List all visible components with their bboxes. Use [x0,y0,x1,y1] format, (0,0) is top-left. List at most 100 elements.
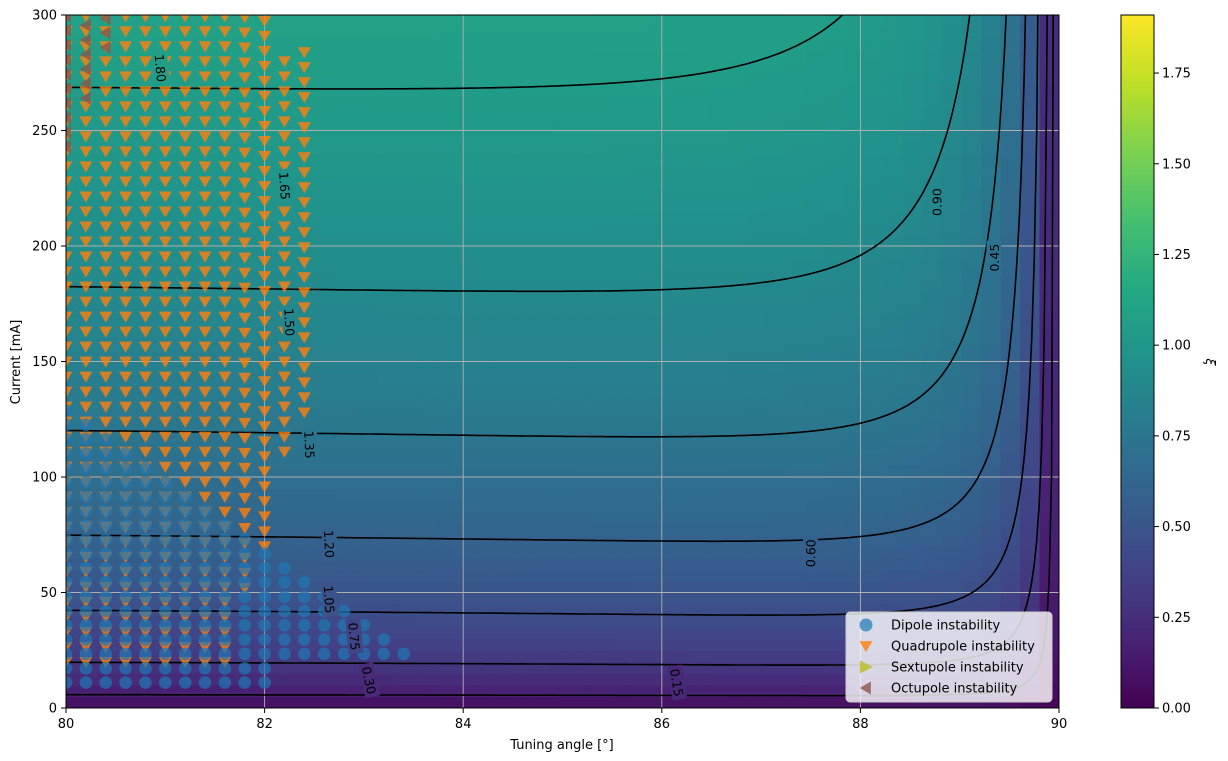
heatmap-cell [572,361,593,374]
heatmap-cell [416,361,437,374]
heatmap-cell [397,407,418,420]
heatmap-cell [825,61,846,74]
quadrupole-marker [178,341,192,353]
heatmap-cell [572,465,593,478]
quadrupole-marker [297,377,311,389]
heatmap-cell [338,511,359,524]
heatmap-cell [864,118,885,132]
quadrupole-marker [141,15,150,23]
heatmap-cell [455,176,476,189]
heatmap-cell [552,142,573,155]
quadrupole-marker [277,356,291,368]
heatmap-cell [358,188,379,201]
heatmap-cell [961,84,982,97]
heatmap-cell [961,534,982,547]
quadrupole-marker [99,161,113,173]
heatmap-cell [630,211,651,224]
dipole-marker [218,633,232,646]
heatmap-cell [864,349,885,363]
heatmap-cell [494,199,515,212]
quadrupole-marker [258,136,272,148]
heatmap-cell [377,661,398,674]
heatmap-cell [513,72,534,85]
heatmap-cell [825,615,846,628]
dipole-marker [218,576,232,589]
heatmap-cell [416,188,437,201]
dipole-marker [99,662,112,675]
heatmap-cell [650,477,671,490]
heatmap-cell [338,523,359,536]
heatmap-cell [864,269,885,282]
dipole-marker [119,576,132,589]
contour-label-bg [301,427,319,462]
heatmap-cell [864,523,885,536]
heatmap-cell [825,465,846,478]
heatmap-cell [338,315,359,328]
heatmap-cell [474,153,495,166]
heatmap-cell [922,488,943,501]
heatmap-cell [513,269,534,282]
heatmap-cell [747,246,768,259]
heatmap-cell [708,246,729,259]
heatmap-cell [552,546,573,559]
heatmap-cell [435,222,457,236]
heatmap-cell [981,511,1002,524]
heatmap-cell [883,419,904,432]
heatmap-cell [572,118,593,132]
heatmap-cell [435,142,457,155]
heatmap-cell [280,488,301,501]
heatmap-cell [689,500,710,513]
heatmap-cell [747,661,768,674]
quadrupole-marker [277,71,291,83]
heatmap-cell [552,638,573,651]
heatmap-cell [533,118,554,132]
heatmap-cell [338,107,359,120]
heatmap-cell [903,557,924,570]
heatmap-cell [611,604,632,617]
quadrupole-marker [66,221,73,233]
quadrupole-marker [138,56,152,68]
quadrupole-marker [66,281,73,293]
heatmap-cell [474,326,495,339]
heatmap-cell [883,511,904,524]
heatmap-cell [435,500,457,513]
heatmap-cell [669,326,690,339]
quadrupole-marker [99,86,113,98]
quadrupole-marker [178,101,192,113]
heatmap-cell [455,61,476,74]
heatmap-cell [494,673,515,686]
dipole-marker [178,547,192,560]
quadrupole-marker [99,221,113,233]
heatmap-cell [591,384,612,397]
quadrupole-marker [66,341,73,353]
heatmap-cell [319,361,340,374]
heatmap-cell [942,430,963,443]
heatmap-cell [591,280,612,293]
heatmap-cell [689,49,710,62]
heatmap-cell [708,142,729,155]
heatmap-cell [513,61,534,74]
quadrupole-marker [238,297,252,309]
quadrupole-marker [258,376,272,388]
heatmap-cell [1020,326,1041,339]
heatmap-cell [182,61,203,74]
heatmap-cell [572,72,593,85]
heatmap-cell [397,419,418,432]
heatmap-cell [689,488,710,501]
heatmap-cell [397,534,418,547]
heatmap-cell [338,384,359,397]
heatmap-cell [650,269,671,282]
heatmap-cell [66,338,87,351]
heatmap-cell [611,165,632,178]
heatmap-cell [455,638,476,651]
heatmap-cell [494,523,515,536]
heatmap-cell [513,477,534,490]
heatmap-cell [689,61,710,74]
heatmap-cell [552,673,573,686]
heatmap-cell [435,557,457,570]
heatmap-cell [708,349,729,363]
heatmap-cell [650,442,671,455]
heatmap-cell [104,696,126,708]
heatmap-cell [669,349,690,363]
heatmap-cell [650,15,671,28]
